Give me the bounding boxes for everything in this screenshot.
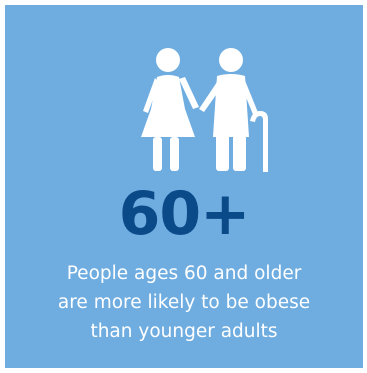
caption-line-2: are more likely to be obese [57, 292, 311, 313]
stat-60-plus: 60+ [118, 179, 251, 249]
infographic-tile: 60+ People ages 60 and older are more li… [5, 5, 363, 368]
caption-line-3: than younger adults [90, 321, 278, 342]
elderly-couple-icon [141, 48, 268, 172]
caption-line-1: People ages 60 and older [66, 263, 302, 284]
caption-text: People ages 60 and older are more likely… [5, 259, 363, 346]
